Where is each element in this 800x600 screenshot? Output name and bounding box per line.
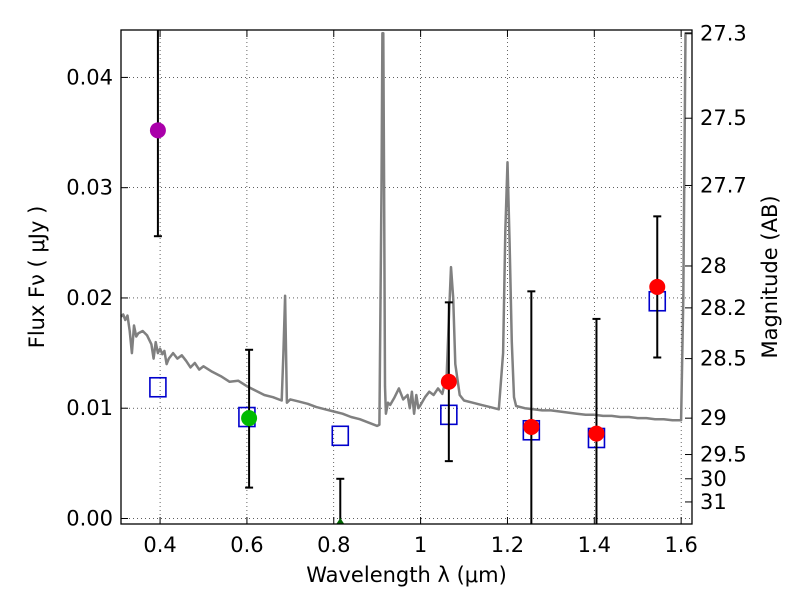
observed-point xyxy=(649,278,666,295)
right-tick-label: 27.5 xyxy=(700,106,747,130)
x-tick-label: 1.2 xyxy=(491,533,524,557)
y-tick-label: 0.02 xyxy=(66,286,113,310)
model-sed-line xyxy=(120,32,692,428)
observed-point xyxy=(588,425,605,442)
x-axis-label: Wavelength λ (μm) xyxy=(306,563,507,587)
right-axis-label: Magnitude (AB) xyxy=(758,195,782,358)
right-tick-label: 29 xyxy=(700,406,727,430)
right-tick-label: 28.2 xyxy=(700,296,747,320)
y-axis-label: Flux Fν ( μJy ) xyxy=(25,206,49,349)
grid xyxy=(121,30,692,524)
y-tick-label: 0.01 xyxy=(66,396,113,420)
x-tick-label: 0.4 xyxy=(143,533,176,557)
x-tick-label: 0.6 xyxy=(230,533,263,557)
observed-point xyxy=(241,410,258,427)
right-tick-label: 28.5 xyxy=(700,347,747,371)
right-tick-label: 30 xyxy=(700,467,727,491)
observed-point xyxy=(149,122,166,139)
y-tick-label: 0.00 xyxy=(66,506,113,530)
observed-point xyxy=(440,373,457,390)
right-tick-label: 28 xyxy=(700,254,727,278)
axis-ticks: 0.4 0.6 0.8 1 1.2 1.4 1.6 0.00 0.01 0.02 0.03 0.04 2… xyxy=(66,21,747,557)
observed-point xyxy=(336,518,345,524)
y-tick-label: 0.03 xyxy=(66,176,113,200)
right-tick-label: 29.5 xyxy=(700,443,747,467)
model-photometry-layer xyxy=(149,290,667,449)
observed-point xyxy=(523,418,540,435)
x-tick-label: 1.6 xyxy=(664,533,697,557)
x-tick-label: 0.8 xyxy=(317,533,350,557)
right-tick-label: 27.3 xyxy=(700,21,747,45)
right-tick-label: 27.7 xyxy=(700,173,747,197)
model-point xyxy=(331,425,350,447)
observed-photometry-layer xyxy=(149,30,666,524)
model-point xyxy=(149,376,167,398)
plot-frame xyxy=(120,29,693,525)
x-tick-label: 1 xyxy=(414,533,427,557)
y-tick-label: 0.04 xyxy=(66,65,113,89)
right-tick-label: 31 xyxy=(700,490,727,514)
x-tick-label: 1.4 xyxy=(578,533,611,557)
model-sed-layer xyxy=(120,32,692,428)
